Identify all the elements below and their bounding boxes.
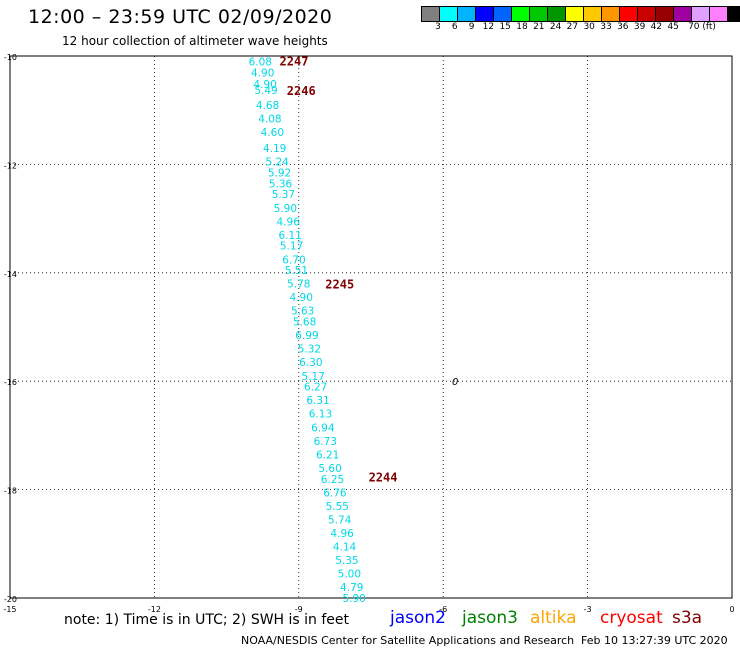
color-swatch [727, 6, 740, 22]
color-scale-label: 30 [583, 22, 595, 32]
chart-title: 12:00 – 23:59 UTC 02/09/2020 [28, 6, 333, 28]
swh-value-label: 5.90 [342, 593, 365, 605]
swh-value-label: 4.79 [340, 582, 363, 594]
lon-tick-label: -15 [3, 605, 16, 614]
swh-value-label: 6.76 [323, 487, 347, 499]
time-label: 2247 [280, 54, 309, 68]
swh-value-label: 6.31 [306, 395, 329, 407]
swh-value-label: 5.32 [298, 344, 321, 356]
lon-tick-label: -9 [295, 605, 303, 614]
swh-value-label: 4.90 [253, 79, 276, 91]
lat-tick-label: -18 [4, 487, 17, 496]
swh-value-label: 5.68 [293, 317, 316, 329]
chart-subtitle: 12 hour collection of altimeter wave hei… [62, 34, 328, 48]
color-scale-label: 15 [499, 22, 511, 32]
swh-value-label: 4.68 [256, 100, 279, 112]
color-scale-label: 70 (ft) [688, 22, 716, 32]
map-marker-label: 0 [452, 377, 458, 388]
swh-value-label: 6.99 [295, 330, 318, 342]
map-frame [9, 55, 733, 599]
swh-value-label: 6.21 [316, 449, 339, 461]
color-scale-label: 18 [516, 22, 528, 32]
swh-value-label: 5.60 [318, 463, 341, 475]
swh-value-label: 4.96 [277, 216, 301, 228]
color-scale-label: 12 [482, 22, 495, 32]
color-scale-label: 21 [533, 22, 545, 32]
swh-value-label: 5.78 [287, 279, 310, 291]
color-scale-label: 33 [600, 22, 612, 32]
time-label: 2245 [325, 278, 354, 292]
footnote: note: 1) Time is in UTC; 2) SWH is in fe… [64, 612, 350, 628]
swh-value-label: 5.37 [272, 189, 295, 201]
color-scale-label: 9 [468, 22, 475, 32]
color-scale-label: 24 [549, 22, 562, 32]
swh-value-label: 4.14 [333, 542, 357, 554]
swh-value-label: 4.08 [258, 113, 281, 125]
satellite-legend-item: jason3 [462, 608, 518, 628]
lon-tick-label: -12 [148, 605, 161, 614]
color-scale-label: 6 [451, 22, 458, 32]
swh-value-label: 4.60 [261, 127, 284, 139]
lon-tick-label: 0 [729, 605, 734, 614]
swh-value-label: 6.94 [311, 422, 335, 434]
satellite-legend-item: altika [530, 608, 577, 628]
swh-value-label: 5.49 [254, 85, 277, 97]
lat-tick-label: -10 [4, 53, 17, 62]
lat-tick-label: -14 [4, 270, 17, 279]
color-scale-label: 42 [650, 22, 663, 32]
satellite-legend-item: s3a [672, 608, 703, 628]
time-label: 2246 [287, 84, 316, 98]
swh-value-label: 6.13 [309, 409, 332, 421]
credit-text: NOAA/NESDIS Center for Satellite Applica… [241, 634, 575, 647]
swh-value-label: 5.17 [280, 241, 303, 253]
color-scale-labels: 3 6 9 12 15 18 21 24 27 30 33 36 39 42 45 70 (ft) [422, 22, 740, 36]
swh-value-label: 6.25 [321, 474, 344, 486]
color-scale-label: 36 [617, 22, 629, 32]
swh-value-label: 6.27 [304, 382, 327, 394]
color-scale-legend [421, 6, 740, 22]
lat-tick-label: -16 [4, 378, 17, 387]
color-scale-label: 3 [435, 22, 441, 32]
timestamp-text: Feb 10 13:27:39 UTC 2020 [581, 634, 728, 647]
satellite-legend-item: cryosat [600, 608, 663, 628]
swh-value-label: 5.51 [285, 265, 308, 277]
time-label: 2244 [369, 471, 398, 485]
swh-value-label: 5.00 [338, 569, 361, 581]
swh-value-label: 5.63 [291, 306, 314, 318]
swh-value-label: 6.70 [282, 254, 305, 266]
swh-value-label: 4.90 [251, 67, 274, 79]
color-scale-label: 27 [566, 22, 579, 32]
swh-value-label: 5.74 [328, 514, 352, 526]
lat-tick-label: -20 [4, 595, 17, 604]
swh-value-label: 5.17 [302, 371, 325, 383]
swh-value-label: 4.96 [330, 528, 354, 540]
swh-value-label: 4.90 [290, 292, 313, 304]
lat-tick-label: -12 [4, 161, 17, 170]
swh-value-label: 5.90 [274, 203, 297, 215]
lon-tick-label: -3 [584, 605, 592, 614]
swh-value-label: 6.08 [249, 56, 272, 68]
swh-value-label: 5.92 [268, 168, 291, 180]
color-scale-label: 45 [667, 22, 679, 32]
swh-value-label: 4.19 [263, 143, 286, 155]
lon-tick-label: -6 [439, 605, 447, 614]
swh-value-label: 6.73 [314, 436, 337, 448]
swh-value-label: 5.36 [269, 178, 293, 190]
swh-value-label: 5.35 [335, 555, 358, 567]
swh-value-label: 5.24 [265, 157, 289, 169]
swh-value-label: 6.11 [278, 230, 301, 242]
satellite-legend-item: jason2 [390, 608, 446, 628]
color-scale-label: 39 [633, 22, 646, 32]
swh-value-label: 5.55 [326, 501, 349, 513]
swh-value-label: 6.30 [299, 357, 322, 369]
